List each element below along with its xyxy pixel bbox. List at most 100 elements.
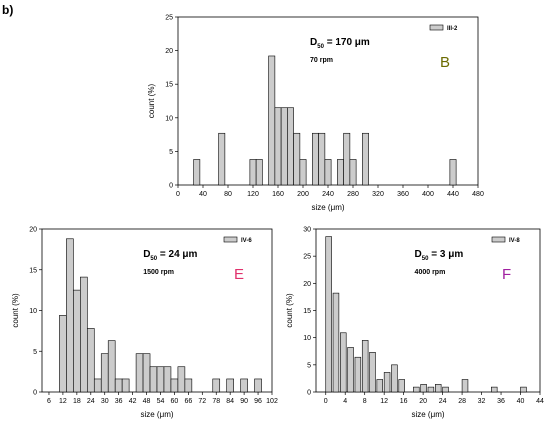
legend-label: III-2 <box>447 26 458 32</box>
bar <box>268 55 276 186</box>
panel-letter: B <box>440 54 450 71</box>
y-axis-label: count (%) <box>11 293 20 328</box>
bar <box>66 238 74 393</box>
y-axis-label: count (%) <box>147 84 156 119</box>
x-tick-label: 78 <box>212 398 220 405</box>
x-tick-label: 44 <box>536 398 544 405</box>
y-tick-label: 5 <box>33 349 37 356</box>
y-tick-label: 5 <box>169 149 173 156</box>
legend-label: IV-6 <box>241 238 252 244</box>
x-tick-label: 66 <box>184 398 192 405</box>
y-tick-label: 15 <box>303 308 311 315</box>
x-tick-label: 0 <box>324 398 328 405</box>
bar <box>391 364 398 393</box>
speed-annotation: 70 rpm <box>310 57 333 64</box>
y-tick-label: 5 <box>307 362 311 369</box>
y-axis-label: count (%) <box>285 293 294 328</box>
bar <box>73 289 81 393</box>
bar <box>80 276 88 393</box>
x-tick-label: 12 <box>59 398 67 405</box>
x-tick-label: 30 <box>101 398 109 405</box>
x-tick-label: 84 <box>226 398 234 405</box>
x-tick-label: 60 <box>171 398 179 405</box>
bar <box>177 366 186 393</box>
x-tick-label: 102 <box>266 398 278 405</box>
bar <box>107 340 116 393</box>
y-tick-label: 20 <box>303 281 311 288</box>
y-tick-label: 25 <box>165 15 173 22</box>
x-tick-label: 54 <box>157 398 165 405</box>
legend-label: IV-8 <box>509 238 520 244</box>
y-tick-label: 10 <box>29 308 37 315</box>
x-tick-label: 72 <box>198 398 206 405</box>
bar <box>299 159 307 186</box>
x-axis-label: size (μm) <box>140 410 173 419</box>
x-tick-label: 480 <box>472 191 484 198</box>
bar <box>340 332 347 393</box>
bar <box>354 356 362 393</box>
bar <box>280 107 288 186</box>
x-tick-label: 360 <box>397 191 409 198</box>
bar <box>383 372 391 393</box>
bar <box>349 159 357 186</box>
bar <box>255 159 263 186</box>
y-tick-label: 15 <box>29 267 37 274</box>
bar <box>337 159 344 186</box>
y-tick-label: 20 <box>165 48 173 55</box>
bar <box>343 132 351 186</box>
bar <box>287 107 294 186</box>
x-tick-label: 48 <box>143 398 151 405</box>
chart-b: 0 40 80 120 160 200 240 280 320 360 400 440 480 0 5 10 1… <box>147 15 484 213</box>
legend-swatch <box>491 236 506 243</box>
bar <box>156 366 165 393</box>
d50-annotation: D50 = 170 μm <box>310 37 370 50</box>
d50-annotation: D50 = 3 μm <box>415 249 464 262</box>
panel-letter: E <box>234 266 244 283</box>
bar <box>218 132 226 186</box>
bar <box>249 159 257 186</box>
x-tick-label: 8 <box>363 398 367 405</box>
x-tick-label: 42 <box>129 398 137 405</box>
x-tick-label: 280 <box>347 191 359 198</box>
bar <box>254 378 262 393</box>
x-tick-label: 400 <box>422 191 434 198</box>
y-tick-label: 15 <box>165 82 173 89</box>
y-tick-label: 20 <box>29 227 37 234</box>
y-tick-label: 25 <box>303 254 311 261</box>
bar <box>312 132 319 186</box>
bar <box>442 386 449 393</box>
chart-e: 6 12 18 24 30 36 42 48 54 60 66 72 78 84 90 96 102 0 5 10 15… <box>11 227 278 420</box>
bar <box>332 292 340 393</box>
bar <box>149 366 158 393</box>
bar <box>114 378 123 393</box>
bar <box>398 379 405 393</box>
x-tick-label: 20 <box>419 398 427 405</box>
bar <box>325 236 332 393</box>
bar <box>361 340 369 393</box>
bar <box>163 366 172 393</box>
y-tick-label: 30 <box>303 227 311 234</box>
legend-swatch <box>429 24 444 31</box>
bar <box>449 159 457 186</box>
y-tick-label: 0 <box>307 390 311 397</box>
x-tick-label: 90 <box>240 398 248 405</box>
bar <box>170 378 179 393</box>
x-tick-label: 36 <box>115 398 123 405</box>
x-tick-label: 28 <box>458 398 466 405</box>
bar <box>435 384 442 393</box>
bar <box>135 353 144 393</box>
bar <box>413 386 420 393</box>
bar <box>376 379 384 393</box>
bar <box>520 386 527 393</box>
bar <box>193 159 201 186</box>
legend-swatch <box>223 236 238 243</box>
bar <box>93 378 102 393</box>
bar <box>184 378 193 393</box>
x-tick-label: 40 <box>517 398 525 405</box>
bar <box>142 353 151 393</box>
x-tick-label: 240 <box>322 191 334 198</box>
x-tick-label: 40 <box>199 191 207 198</box>
x-tick-label: 24 <box>439 398 447 405</box>
bar <box>212 378 221 393</box>
x-tick-label: 24 <box>87 398 95 405</box>
